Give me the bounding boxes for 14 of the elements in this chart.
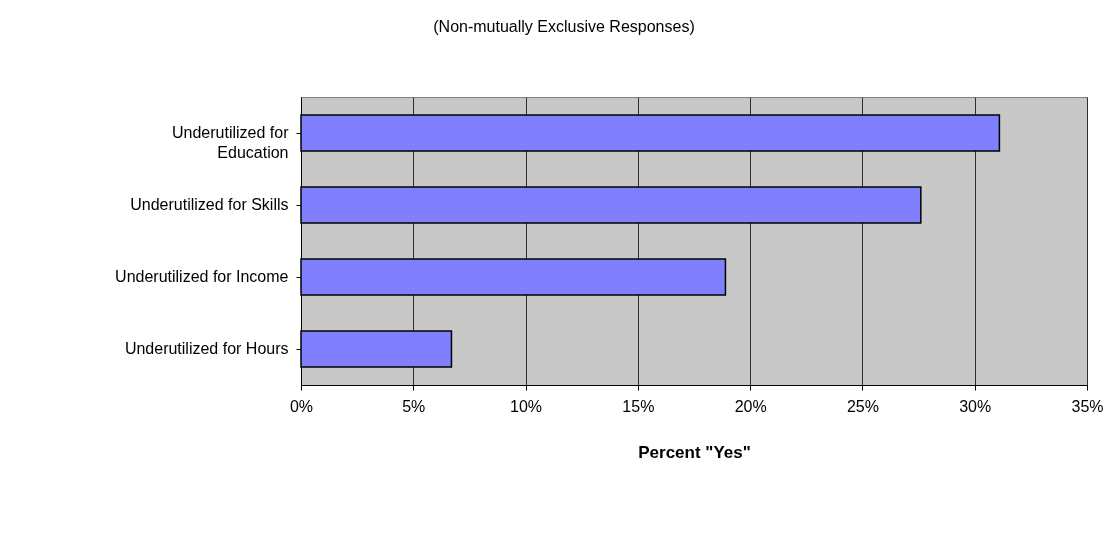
x-tick-label: 20%	[734, 397, 767, 415]
x-axis-title: Percent "Yes"	[638, 442, 751, 462]
x-tick-label: 0%	[289, 397, 314, 415]
y-tick-label: Underutilized for Hours	[124, 340, 289, 357]
chart-title: (Non-mutually Exclusive Responses)	[433, 18, 695, 35]
x-tick-label: 5%	[402, 397, 426, 415]
x-tick-label: 25%	[846, 397, 879, 415]
x-tick-label: 30%	[959, 397, 992, 415]
y-tick-label: Underutilized for Education	[172, 124, 290, 161]
x-tick-label: 35%	[1071, 397, 1104, 415]
x-tick-label: 10%	[510, 397, 543, 415]
x-tick-label: 15%	[622, 397, 655, 415]
y-tick-label: Underutilized for Skills	[130, 196, 289, 213]
y-tick-label: Underutilized for Income	[115, 268, 289, 285]
